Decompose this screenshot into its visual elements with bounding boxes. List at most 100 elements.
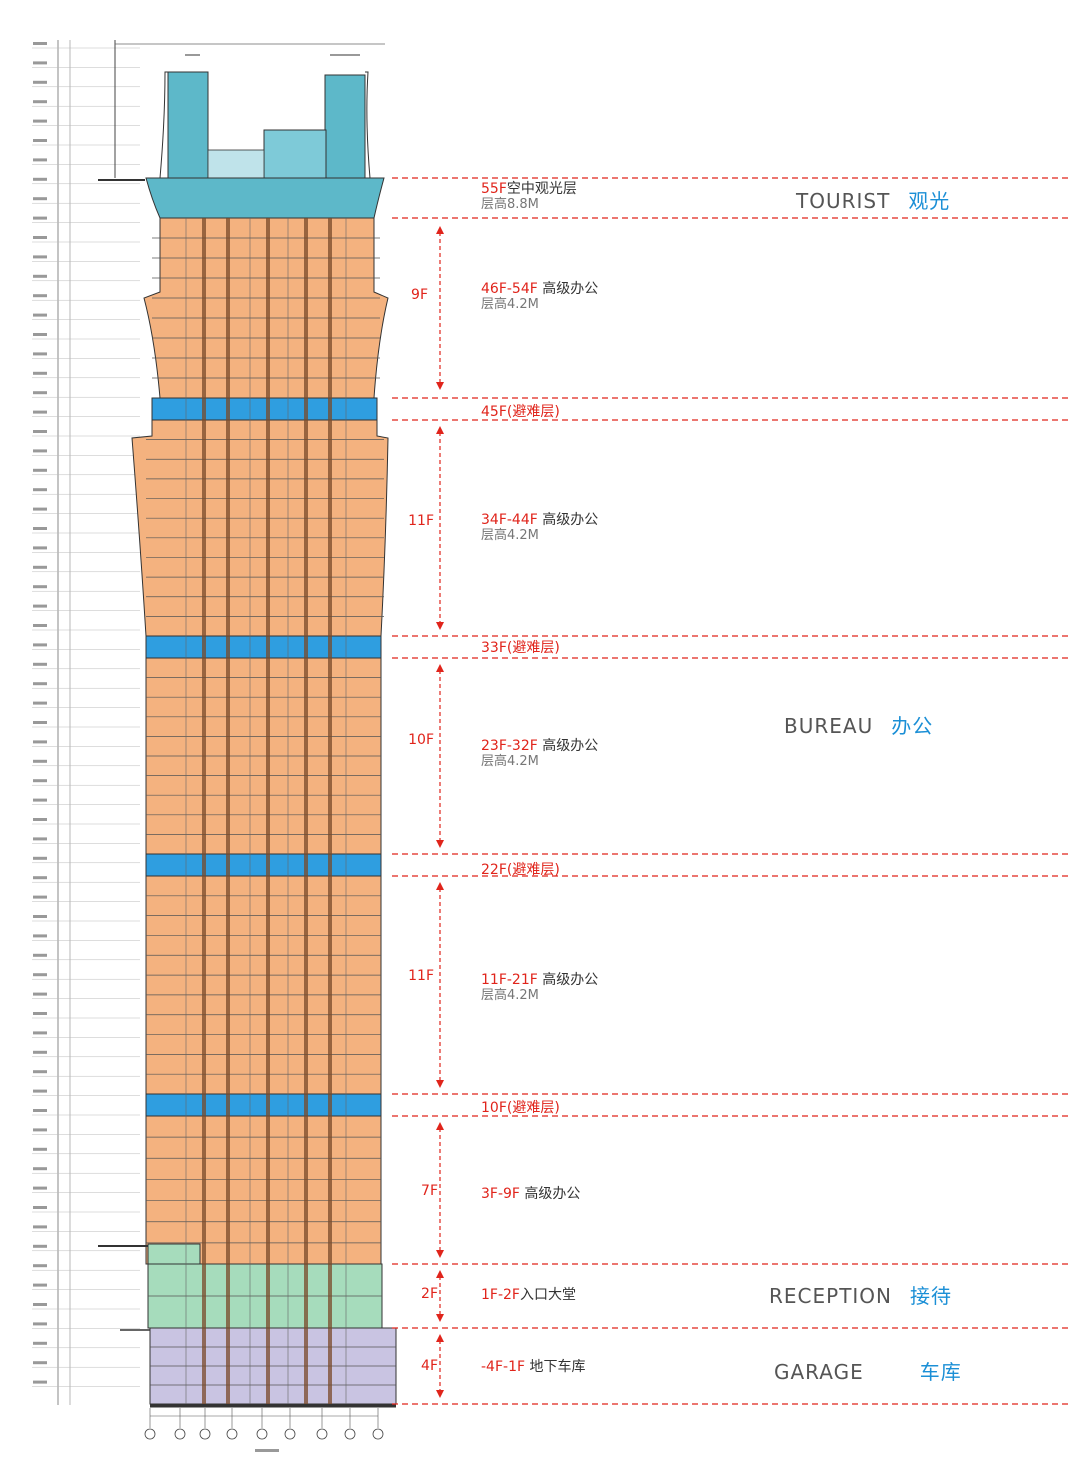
elevation-tick-text [33, 410, 47, 414]
span-arrow-head-top-2 [436, 664, 444, 672]
elevation-tick-text [33, 391, 47, 395]
drawing-title-mark [255, 1449, 279, 1452]
elevation-tick-text [33, 1264, 47, 1268]
elevation-tick-text [33, 682, 47, 686]
crown-structure [98, 40, 385, 181]
label-55f: 55F空中观光层 层高8.8M [481, 181, 577, 212]
elevation-tick-text [33, 1361, 47, 1365]
elevation-tick-text [33, 139, 47, 142]
grid-bubble-8 [372, 1428, 384, 1440]
elevation-tick-text [33, 468, 47, 472]
core-wall-3 [304, 218, 308, 1404]
elevation-tick-text [33, 721, 47, 724]
elevation-tick-text [33, 1322, 47, 1326]
elevation-tick-text [33, 992, 47, 996]
label-garage-floors: -4F-1F 地下车库 [481, 1359, 586, 1375]
label-1f-2f: 1F-2F入口大堂 [481, 1287, 576, 1303]
elevation-tick-text [33, 837, 47, 841]
elevation-tick-text [33, 1089, 47, 1093]
elevation-tick-text [33, 274, 47, 278]
elevation-tick-text [33, 488, 47, 492]
elevation-tick-text [33, 507, 47, 511]
elevation-tick-text [33, 1070, 47, 1074]
grid-bubble-7 [344, 1428, 356, 1440]
span-arrow-head-top-5 [436, 1270, 444, 1278]
grid-bubble-0 [144, 1428, 156, 1440]
elevation-tick-text [33, 585, 47, 589]
elevation-tick-text [33, 1380, 47, 1384]
zone-reception: RECEPTION 接待 [769, 1284, 953, 1308]
span-arrow-head-bottom-6 [436, 1390, 444, 1398]
count-10f: 10F [408, 732, 434, 748]
grid-bubble-5 [284, 1428, 296, 1440]
grid-bubble-3 [226, 1428, 238, 1440]
span-arrow-head-top-0 [436, 226, 444, 234]
elevation-tick-text [33, 333, 47, 336]
count-9f: 9F [411, 287, 428, 303]
count-4f: 4F [421, 1358, 438, 1374]
grid-bubble-2 [199, 1428, 211, 1440]
core-wall-4 [328, 218, 332, 1404]
count-11f-lower: 11F [408, 968, 434, 984]
elevation-tick-text [33, 934, 47, 938]
core-wall-1 [226, 218, 230, 1404]
label-34f-44f: 34F-44F 高级办公 层高4.2M [481, 512, 599, 543]
label-11f-21f: 11F-21F 高级办公 层高4.2M [481, 972, 599, 1003]
elevation-tick-text [33, 100, 47, 104]
elevation-tick-text [33, 61, 47, 65]
elevation-tick-text [33, 1244, 47, 1248]
span-arrow-head-bottom-5 [436, 1314, 444, 1322]
elevation-tick-text [33, 119, 47, 123]
elevation-tick-text [33, 1341, 47, 1345]
span-arrow-head-bottom-0 [436, 382, 444, 390]
elevation-tick-text [33, 430, 47, 433]
elevation-tick-text [33, 779, 47, 783]
core-wall-2 [266, 218, 270, 1404]
elevation-tick-text [33, 953, 47, 957]
elevation-tick-text [33, 527, 47, 530]
grid-bubble-6 [316, 1428, 328, 1440]
elevation-tick-text [33, 177, 47, 181]
elevation-tick-text [33, 876, 47, 880]
grid-bubble-4 [256, 1428, 268, 1440]
label-33f-refuge: 33F(避难层) [481, 640, 560, 656]
elevation-tick-text [33, 1303, 47, 1306]
count-2f: 2F [421, 1286, 438, 1302]
elevation-tick-text [33, 80, 47, 84]
label-23f-32f: 23F-32F 高级办公 层高4.2M [481, 738, 599, 769]
elevation-tick-text [33, 1031, 47, 1035]
elevation-tick-text [33, 895, 47, 899]
elevation-tick-text [33, 352, 47, 356]
span-arrow-head-bottom-3 [436, 1080, 444, 1088]
count-7f: 7F [421, 1183, 438, 1199]
span-arrow-head-bottom-2 [436, 840, 444, 848]
elevation-tick-text [33, 1109, 47, 1112]
elevation-tick-text [33, 255, 47, 259]
span-arrow-head-bottom-1 [436, 622, 444, 630]
label-22f-refuge: 22F(避难层) [481, 862, 560, 878]
elevation-tick-text [33, 973, 47, 977]
label-10f-refuge: 10F(避难层) [481, 1100, 560, 1116]
tourist-level [145, 177, 385, 219]
elevation-tick-text [33, 546, 47, 550]
core-wall-0 [202, 218, 206, 1404]
elevation-tick-text [33, 1225, 47, 1229]
elevation-tick-text [33, 1147, 47, 1151]
span-arrow-head-top-4 [436, 1122, 444, 1130]
elevation-tick-text [33, 449, 47, 453]
elevation-tick-text [33, 158, 47, 162]
elevation-tick-text [33, 1128, 47, 1132]
elevation-tick-text [33, 236, 47, 239]
elevation-tick-text [33, 915, 47, 918]
elevation-tick-text [33, 1283, 47, 1287]
elevation-tick-text [33, 565, 47, 569]
elevation-tick-text [33, 1012, 47, 1015]
elevation-tick-text [33, 740, 47, 744]
elevation-tick-text [33, 371, 47, 375]
elevation-tick-text [33, 818, 47, 821]
elevation-tick-text [33, 42, 47, 45]
elevation-tick-text [33, 798, 47, 802]
elevation-tick-text [33, 197, 47, 201]
label-45f-refuge: 45F(避难层) [481, 404, 560, 420]
elevation-tick-text [33, 643, 47, 647]
